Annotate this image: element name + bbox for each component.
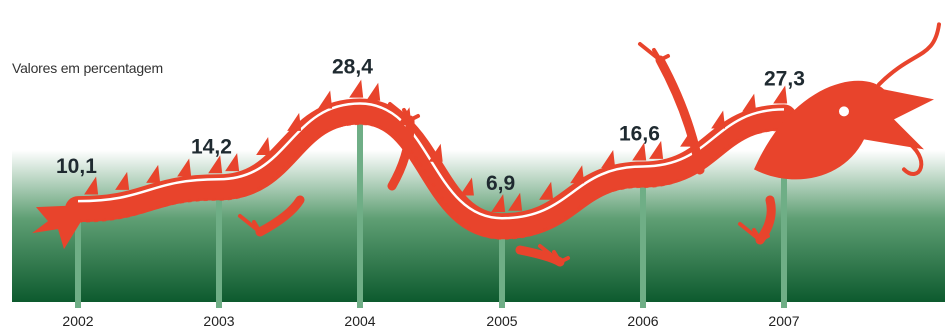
dragon-claw — [658, 54, 670, 62]
data-label-2002: 10,1 — [56, 155, 97, 178]
dragon-belly — [77, 122, 785, 240]
dragon-leg — [655, 55, 705, 175]
dragon-claw — [408, 114, 420, 122]
dragon-whisker — [877, 22, 941, 87]
dragon-claw — [758, 234, 770, 242]
dragon-claw — [258, 226, 270, 234]
x-tick-2006: 2006 — [627, 313, 658, 329]
x-tick-2007: 2007 — [768, 313, 799, 329]
series-line — [77, 102, 785, 220]
chart-subtitle: Valores em percentagem — [12, 60, 163, 76]
year-marker-2005 — [499, 218, 505, 308]
x-tick-2002: 2002 — [62, 313, 93, 329]
data-label-2004: 28,4 — [332, 56, 373, 79]
data-label-2006: 16,6 — [619, 122, 660, 145]
dragon-eye — [839, 106, 849, 117]
dragon-claw — [558, 256, 570, 264]
dragon-illustration — [32, 22, 941, 267]
year-marker-2007 — [781, 109, 787, 309]
data-label-2005: 6,9 — [486, 172, 515, 195]
data-label-2007: 27,3 — [764, 67, 805, 90]
year-marker-2003 — [216, 179, 222, 308]
x-tick-2004: 2004 — [344, 313, 375, 329]
x-tick-2005: 2005 — [486, 313, 517, 329]
dragon-body — [65, 98, 797, 240]
dragon-whisker — [902, 137, 924, 176]
year-marker-2004 — [357, 103, 363, 309]
data-label-2003: 14,2 — [191, 135, 232, 158]
year-marker-2006 — [640, 166, 646, 308]
x-tick-2003: 2003 — [203, 313, 234, 329]
dragon-tail — [32, 205, 82, 250]
year-marker-2002 — [75, 201, 81, 308]
dragon-head — [754, 80, 934, 180]
dragon-leg — [387, 115, 415, 191]
